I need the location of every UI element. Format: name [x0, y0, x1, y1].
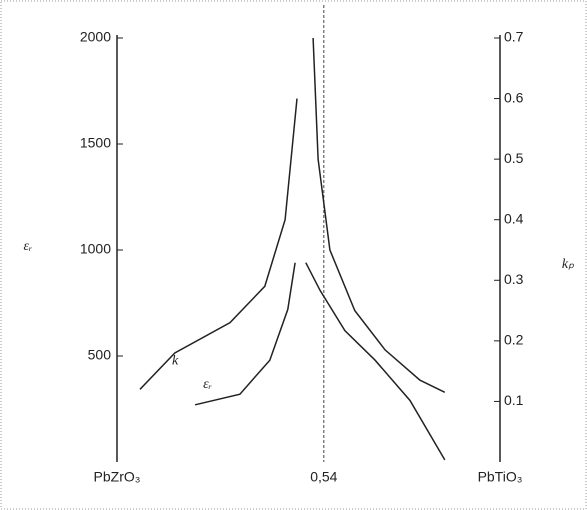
x-tick-label: 0,54: [310, 469, 337, 485]
y-tick-label: 1500: [80, 135, 111, 151]
y-tick-label: 500: [88, 347, 112, 363]
x-tick-label: PbZrO₃: [94, 469, 141, 485]
y2-tick-label: 0.4: [504, 210, 524, 226]
series-label: εᵣ: [203, 377, 212, 392]
series-line: [194, 262, 446, 461]
y2-tick-label: 0.5: [504, 150, 524, 166]
y2-tick-label: 0.6: [504, 89, 524, 105]
y2-tick-label: 0.3: [504, 271, 524, 287]
series-label: k: [172, 354, 179, 369]
series-line: [139, 37, 446, 393]
y-axis-label: εᵣ: [24, 239, 33, 254]
y-tick-label: 2000: [80, 29, 111, 45]
y2-tick-label: 0.2: [504, 332, 524, 348]
x-tick-label: PbTiO₃: [478, 469, 523, 485]
y2-axis-label: kₚ: [562, 257, 574, 272]
y2-tick-label: 0.1: [504, 392, 524, 408]
y-tick-label: 1000: [80, 241, 111, 257]
y2-tick-label: 0.7: [504, 29, 524, 45]
